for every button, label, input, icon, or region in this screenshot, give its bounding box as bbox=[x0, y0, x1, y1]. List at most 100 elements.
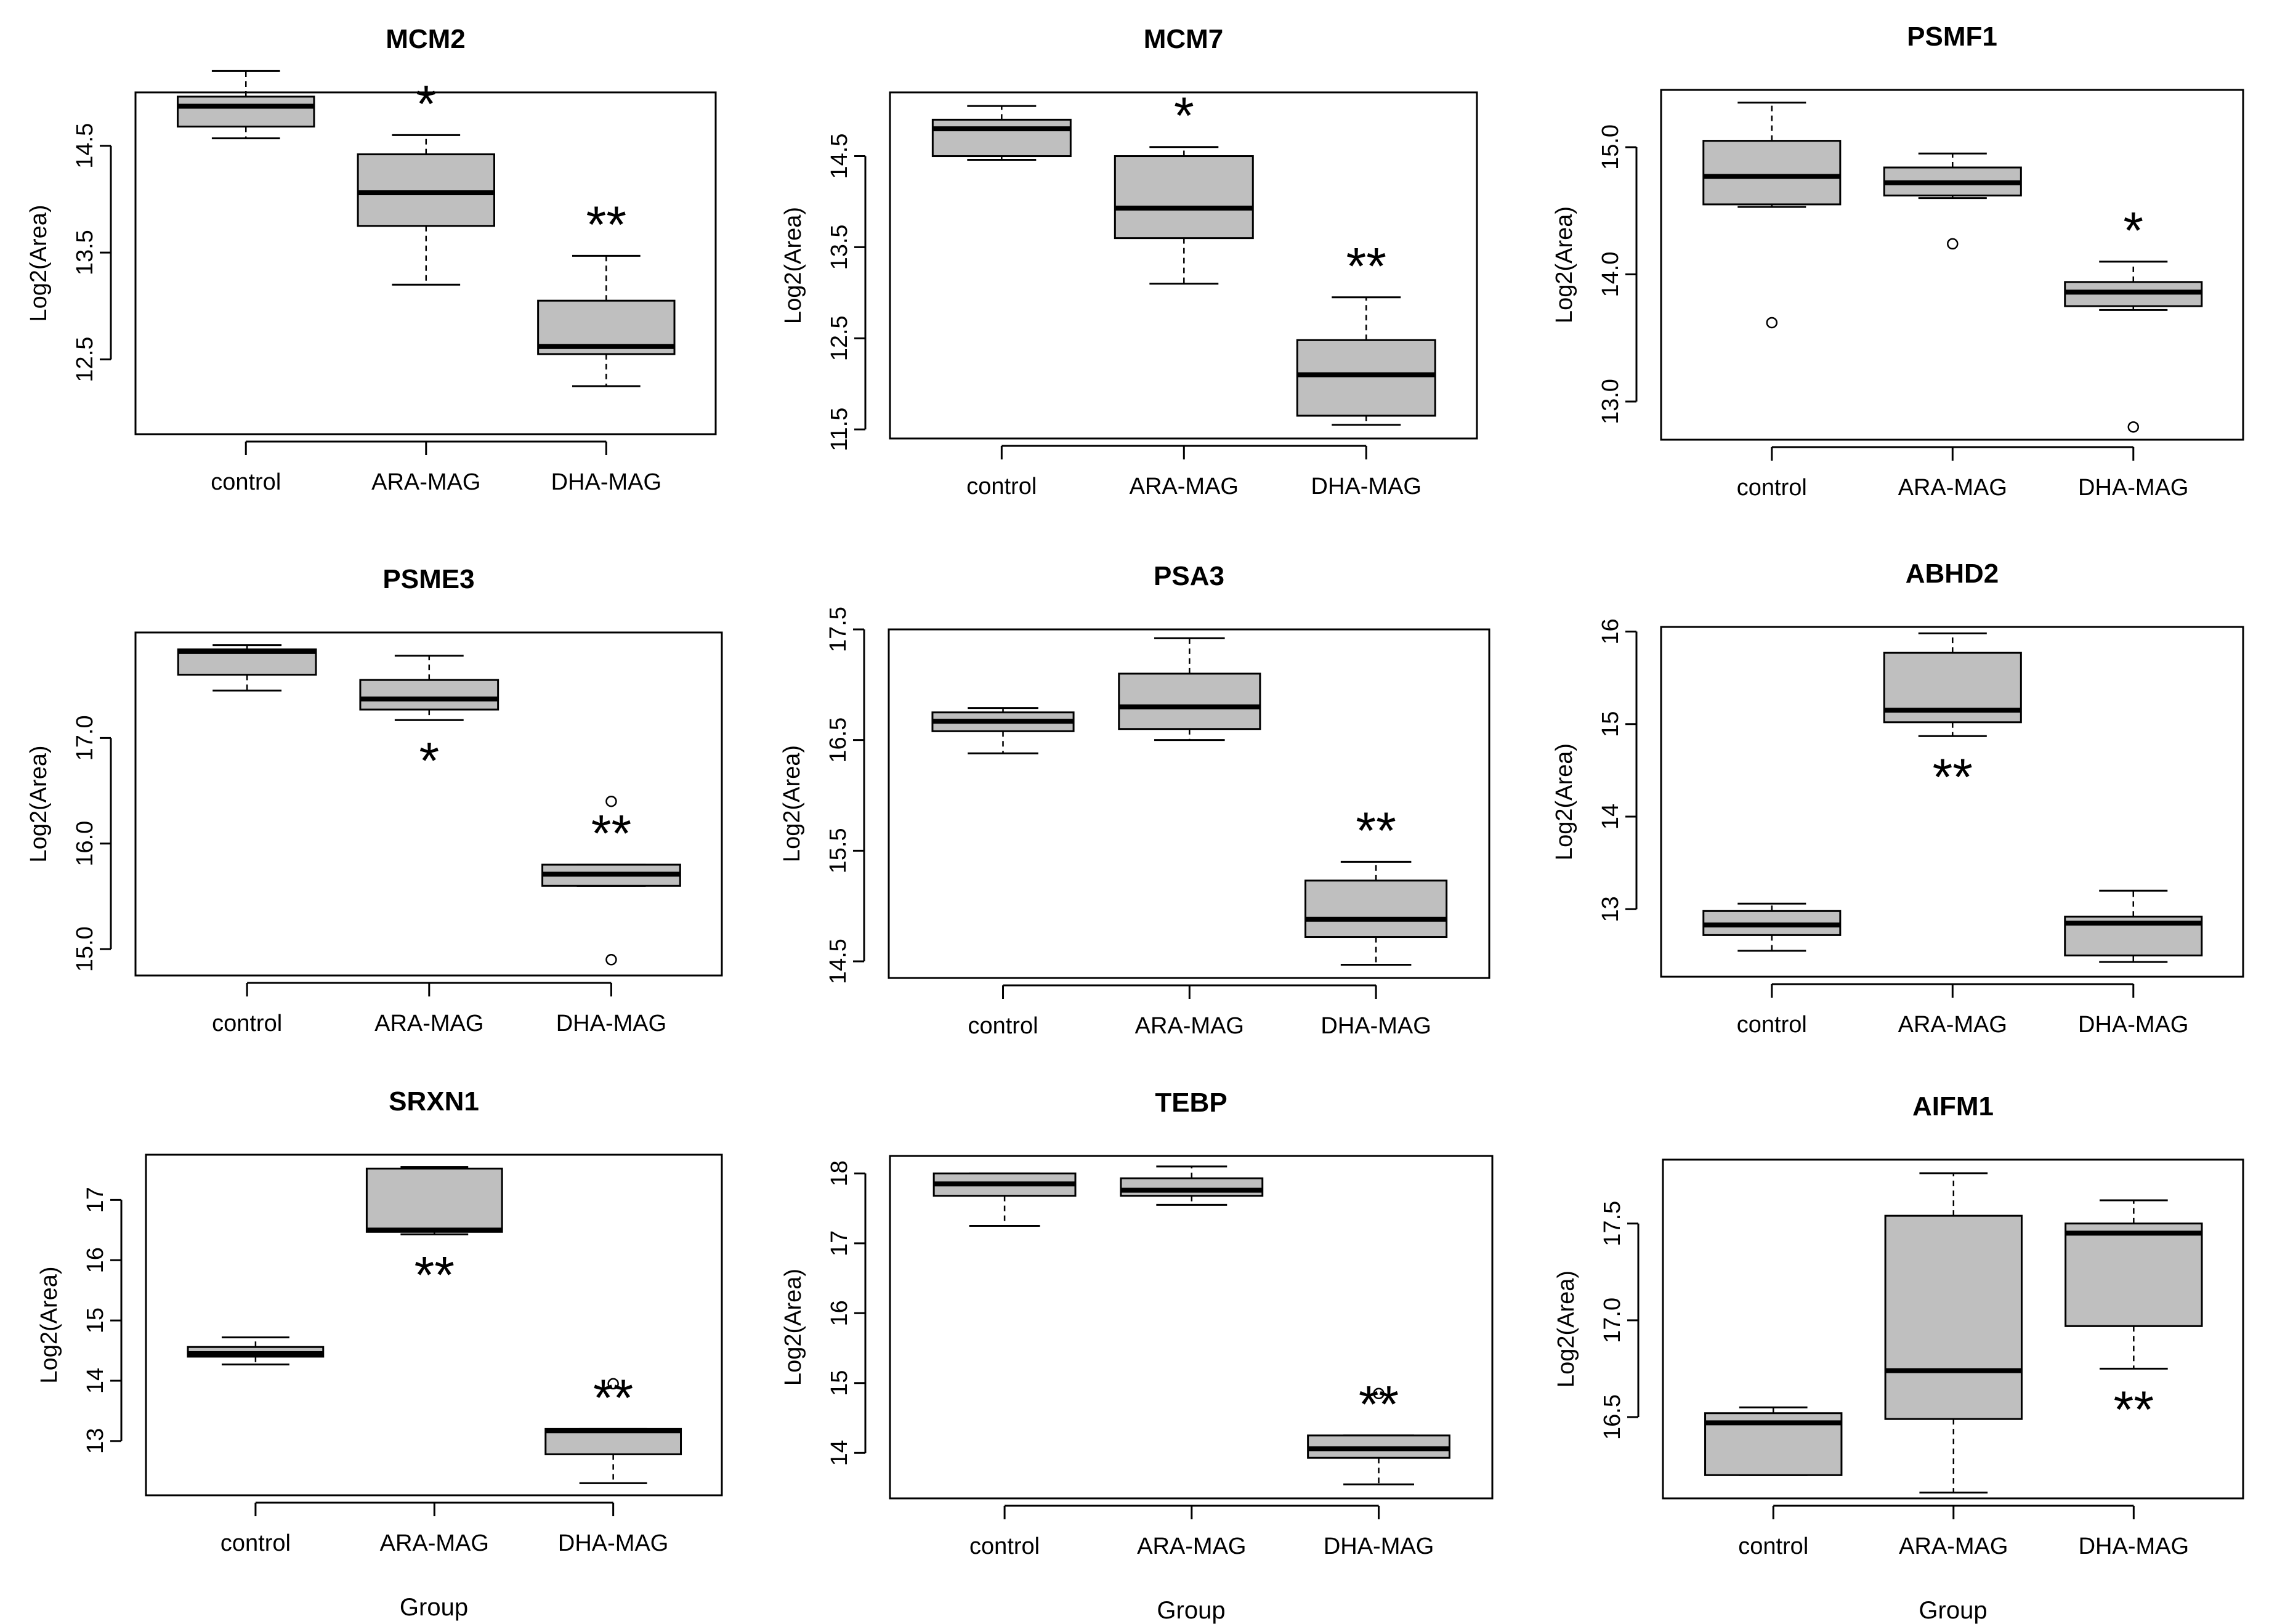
significance-marker: * bbox=[2123, 201, 2143, 259]
x-tick-label: DHA-MAG bbox=[1311, 474, 1421, 499]
box-ara-mag bbox=[1120, 1165, 1264, 1206]
iqr-box bbox=[1884, 1214, 2023, 1420]
y-tick-label: 16 bbox=[827, 1300, 852, 1326]
box-control bbox=[1704, 1406, 1843, 1476]
box-ara-mag: * bbox=[1114, 87, 1254, 285]
y-tick-label: 14 bbox=[83, 1368, 108, 1394]
y-tick-label: 13 bbox=[1598, 896, 1624, 922]
plot-frame bbox=[134, 91, 717, 435]
y-tick-label: 17.0 bbox=[72, 715, 98, 761]
x-axis-label: Group bbox=[1157, 1597, 1225, 1624]
box-ara-mag: ** bbox=[365, 1166, 503, 1304]
box-control bbox=[177, 70, 315, 140]
x-tick-label: ARA-MAG bbox=[1899, 1533, 2008, 1559]
iqr-box bbox=[1118, 673, 1261, 730]
y-tick-label: 14.0 bbox=[1598, 252, 1624, 297]
x-tick-label: ARA-MAG bbox=[371, 469, 480, 495]
x-axis-label: Group bbox=[400, 1594, 468, 1621]
panel-title: TEBP bbox=[1155, 1088, 1227, 1118]
x-tick-label: ARA-MAG bbox=[380, 1530, 489, 1556]
x-tick-label: ARA-MAG bbox=[1135, 1013, 1244, 1039]
box-dha-mag: ** bbox=[541, 795, 681, 966]
significance-marker: ** bbox=[1359, 1375, 1399, 1433]
panel-psme3: PSME3 15.0 16.0 17.0 Log2(Area) control ARA-MA… bbox=[26, 564, 723, 1036]
box-control bbox=[931, 105, 1072, 161]
iqr-box bbox=[1296, 339, 1436, 417]
x-tick-label: ARA-MAG bbox=[1137, 1533, 1246, 1559]
panel-abhd2: ABHD2 13 14 15 16 Log2(Area) control ARA-MAG DHA… bbox=[1551, 559, 2244, 1038]
x-tick-label: DHA-MAG bbox=[1324, 1533, 1434, 1559]
x-tick-label: DHA-MAG bbox=[558, 1530, 668, 1556]
y-tick-label: 14 bbox=[1598, 804, 1624, 830]
panel-title: ABHD2 bbox=[1906, 559, 1999, 589]
y-axis-label: Log2(Area) bbox=[26, 204, 52, 321]
iqr-box bbox=[2065, 1222, 2203, 1327]
iqr-box bbox=[359, 679, 499, 711]
y-tick-label: 13.0 bbox=[1598, 379, 1624, 424]
x-tick-label: control bbox=[1737, 1012, 1807, 1038]
x-tick-label: DHA-MAG bbox=[1320, 1013, 1431, 1039]
x-tick-label: DHA-MAG bbox=[551, 469, 661, 495]
panel-title: PSME3 bbox=[382, 564, 474, 594]
iqr-box bbox=[365, 1168, 503, 1233]
y-tick-label: 17.5 bbox=[825, 607, 851, 652]
y-tick-label: 13.5 bbox=[72, 230, 98, 275]
y-axis-label: Log2(Area) bbox=[36, 1266, 62, 1383]
plot-frame bbox=[889, 91, 1478, 440]
panel-mcm2: MCM2 12.5 13.5 14.5 Log2(Area) control ARA-MAG… bbox=[26, 24, 717, 495]
iqr-box bbox=[177, 95, 315, 127]
y-tick-label: 14.5 bbox=[827, 134, 852, 179]
plot-frame bbox=[888, 628, 1490, 979]
box-dha-mag: ** bbox=[1296, 237, 1436, 426]
box-ara-mag bbox=[1884, 1172, 2023, 1494]
x-axis-label: Group bbox=[1919, 1597, 1987, 1624]
x-tick-label: DHA-MAG bbox=[2079, 1533, 2189, 1559]
iqr-box bbox=[1120, 1177, 1264, 1197]
outlier-point bbox=[1373, 1388, 1385, 1400]
significance-marker: * bbox=[416, 75, 436, 132]
box-dha-mag: ** bbox=[2065, 1199, 2203, 1438]
x-tick-label: control bbox=[966, 474, 1037, 499]
box-dha-mag bbox=[2064, 889, 2203, 963]
panel-aifm1: AIFM1 16.5 17.0 17.5 Log2(Area) control ARA-MA… bbox=[1553, 1091, 2244, 1624]
significance-marker: ** bbox=[593, 1368, 633, 1426]
iqr-box bbox=[1114, 155, 1254, 240]
y-tick-label: 13.5 bbox=[827, 224, 852, 270]
box-dha-mag: ** bbox=[537, 195, 676, 387]
panel-title: SRXN1 bbox=[389, 1086, 479, 1117]
x-tick-label: DHA-MAG bbox=[2078, 1012, 2188, 1038]
x-tick-label: ARA-MAG bbox=[374, 1011, 483, 1036]
box-ara-mag: ** bbox=[1883, 632, 2022, 806]
plot-frame bbox=[1660, 626, 2244, 978]
y-tick-label: 15 bbox=[83, 1307, 108, 1333]
y-tick-label: 13 bbox=[83, 1428, 108, 1454]
y-tick-label: 16.5 bbox=[1599, 1394, 1625, 1440]
panel-title: PSMF1 bbox=[1907, 22, 1997, 52]
y-tick-label: 12.5 bbox=[827, 315, 852, 361]
significance-marker: * bbox=[1174, 87, 1194, 145]
iqr-box bbox=[1702, 140, 1842, 206]
outlier-point bbox=[607, 1378, 619, 1390]
y-tick-label: 17 bbox=[83, 1187, 108, 1213]
y-tick-label: 14.5 bbox=[825, 939, 851, 984]
y-tick-label: 18 bbox=[827, 1160, 852, 1186]
x-tick-label: DHA-MAG bbox=[2078, 475, 2188, 501]
x-tick-label: DHA-MAG bbox=[556, 1011, 666, 1036]
panel-psmf1: PSMF1 13.0 14.0 15.0 Log2(Area) control ARA-MA… bbox=[1551, 22, 2244, 501]
x-tick-label: control bbox=[1737, 475, 1807, 501]
box-control bbox=[177, 644, 317, 692]
x-tick-label: control bbox=[212, 1011, 282, 1036]
iqr-box bbox=[931, 118, 1072, 158]
y-axis-label: Log2(Area) bbox=[1551, 743, 1577, 860]
significance-marker: ** bbox=[591, 804, 631, 862]
panel-srxn1: SRXN1 13 14 15 16 17 Log2(Area) control ARA-MAG D… bbox=[36, 1086, 723, 1621]
y-tick-label: 11.5 bbox=[827, 408, 852, 451]
box-ara-mag bbox=[1883, 152, 2022, 250]
y-tick-label: 17.5 bbox=[1599, 1201, 1625, 1246]
iqr-box bbox=[1304, 879, 1448, 939]
box-dha-mag: ** bbox=[1307, 1375, 1450, 1485]
box-dha-mag: * bbox=[2064, 201, 2203, 433]
box-control bbox=[187, 1336, 325, 1366]
x-tick-label: control bbox=[220, 1530, 291, 1556]
